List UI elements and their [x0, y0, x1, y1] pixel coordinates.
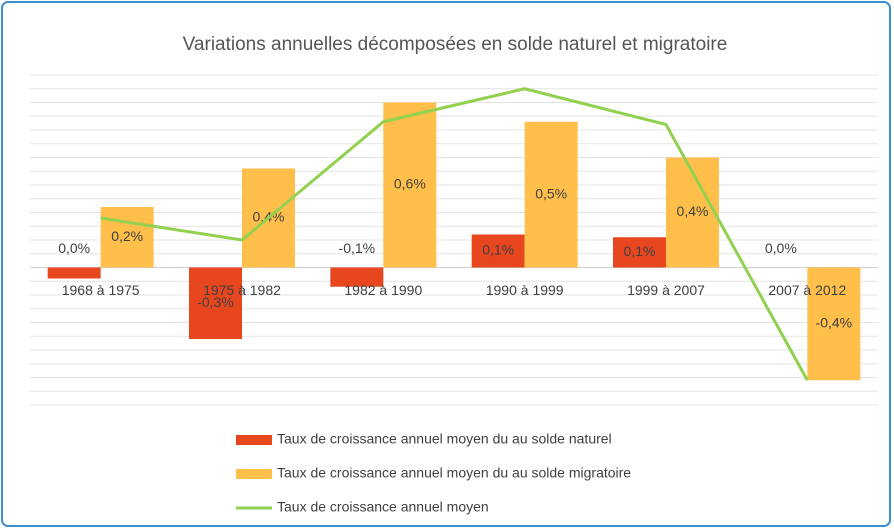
data-label: 0,2%	[111, 228, 143, 244]
bar	[383, 102, 437, 268]
data-label: 0,4%	[677, 203, 709, 219]
bar	[666, 157, 719, 268]
bar	[100, 207, 154, 268]
data-label: -0,3%	[197, 294, 234, 310]
data-label: -0,4%	[816, 315, 853, 331]
legend-label: Taux de croissance annuel moyen du au so…	[277, 465, 631, 481]
bar	[613, 237, 666, 268]
x-tick-label: 2007 à 2012	[768, 282, 846, 298]
data-label: 0,1%	[624, 243, 656, 259]
line	[100, 87, 809, 381]
bar	[189, 267, 242, 339]
bar	[471, 234, 525, 268]
bar	[330, 267, 384, 287]
x-tick-label: 1975 à 1982	[203, 282, 281, 298]
legend-swatch	[236, 435, 272, 445]
bar	[47, 267, 101, 279]
legend-label: Taux de croissance annuel moyen	[277, 499, 489, 515]
data-label: 0,0%	[765, 240, 797, 256]
legend-swatch	[236, 469, 272, 479]
data-label: -0,1%	[339, 240, 376, 256]
data-label: 0,1%	[482, 242, 514, 258]
data-label: 0,5%	[535, 185, 567, 201]
x-tick-label: 1999 à 2007	[627, 282, 705, 298]
data-label: 0,0%	[58, 240, 90, 256]
data-label: 0,6%	[394, 176, 426, 192]
legend-label: Taux de croissance annuel moyen du au so…	[277, 431, 612, 447]
bar	[524, 121, 578, 268]
bar	[807, 267, 861, 381]
x-tick-label: 1982 à 1990	[344, 282, 422, 298]
x-tick-label: 1990 à 1999	[486, 282, 564, 298]
chart-title: Variations annuelles décomposées en sold…	[183, 34, 728, 55]
x-tick-label: 1968 à 1975	[62, 282, 140, 298]
